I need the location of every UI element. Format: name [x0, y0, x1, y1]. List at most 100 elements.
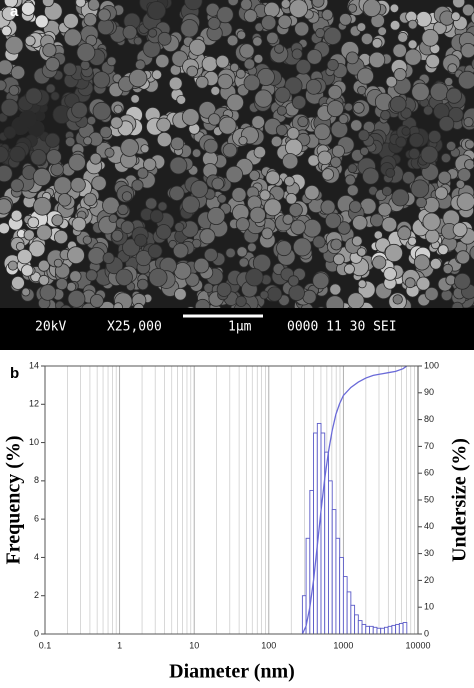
- particle: [32, 167, 52, 187]
- particle: [265, 170, 281, 186]
- particle: [313, 123, 331, 141]
- particle: [317, 306, 325, 308]
- x-tick-label: 1000: [333, 640, 353, 650]
- particle: [307, 154, 320, 167]
- y2-tick-label: 70: [424, 441, 434, 451]
- particle: [57, 193, 72, 207]
- particle: [136, 167, 149, 179]
- particle: [34, 14, 49, 29]
- particle: [222, 143, 238, 158]
- y-axis-label: Frequency (%): [3, 435, 25, 564]
- info-text: 20kV: [35, 320, 66, 335]
- particle: [53, 258, 63, 268]
- particle: [39, 284, 57, 301]
- particle: [217, 73, 234, 90]
- particle: [156, 132, 172, 148]
- particle: [156, 117, 171, 133]
- particle: [67, 289, 86, 308]
- particle: [8, 85, 20, 96]
- bar: [387, 625, 393, 635]
- particle: [337, 221, 351, 235]
- particle: [134, 233, 148, 247]
- particle: [0, 165, 13, 183]
- particle: [83, 13, 98, 27]
- y-tick-label: 14: [29, 360, 39, 370]
- particle: [305, 78, 322, 95]
- particle: [92, 101, 112, 121]
- particle: [294, 21, 310, 37]
- particle: [217, 194, 227, 204]
- particle: [10, 178, 24, 193]
- particle: [425, 229, 440, 244]
- particle: [133, 302, 144, 308]
- particle: [408, 132, 424, 148]
- particle: [71, 101, 88, 119]
- particle: [372, 255, 387, 270]
- particle: [0, 198, 12, 215]
- particle: [83, 136, 93, 146]
- y2-tick-label: 30: [424, 548, 434, 558]
- particle: [201, 55, 218, 72]
- particle: [404, 48, 422, 66]
- particle: [68, 153, 86, 172]
- y2-axis-label: Undersize (%): [449, 438, 471, 562]
- particle: [463, 117, 474, 128]
- particle: [302, 219, 322, 238]
- y2-tick-label: 0: [424, 628, 429, 638]
- particle: [184, 0, 203, 11]
- particle: [347, 3, 358, 13]
- particle: [276, 105, 287, 116]
- particle: [274, 43, 285, 54]
- particle: [456, 250, 471, 265]
- particle: [181, 195, 200, 214]
- particle: [451, 301, 464, 308]
- bar: [391, 624, 397, 635]
- particle: [229, 62, 240, 73]
- particle: [0, 79, 7, 91]
- particle: [0, 146, 9, 163]
- particle: [4, 35, 24, 55]
- particle: [392, 43, 407, 58]
- bar: [398, 623, 404, 635]
- particle: [312, 235, 326, 249]
- info-text: X25,000: [107, 320, 162, 335]
- particle: [226, 93, 245, 112]
- particle: [416, 276, 431, 291]
- particle: [231, 187, 247, 203]
- particle: [45, 83, 56, 94]
- particle: [253, 53, 264, 64]
- particle: [50, 91, 60, 101]
- particle: [215, 54, 230, 69]
- particle: [383, 267, 397, 281]
- particle: [450, 11, 461, 22]
- particle: [425, 53, 441, 69]
- particle: [304, 185, 320, 201]
- particle: [7, 260, 18, 271]
- particle: [440, 289, 453, 302]
- bar: [339, 556, 344, 635]
- particle: [326, 100, 344, 118]
- y-tick-label: 12: [29, 399, 39, 409]
- particle: [235, 217, 250, 232]
- cumulative-line: [301, 365, 408, 635]
- particle: [280, 0, 291, 9]
- particle: [186, 65, 199, 78]
- particle: [1, 6, 17, 21]
- particle: [113, 104, 123, 114]
- particle: [148, 28, 158, 38]
- particle: [324, 212, 342, 229]
- particle: [174, 222, 185, 233]
- particle: [50, 162, 64, 177]
- bar: [324, 451, 329, 635]
- bar: [342, 576, 348, 635]
- particle: [194, 298, 211, 308]
- y2-tick-label: 60: [424, 468, 434, 478]
- particle: [410, 179, 430, 199]
- particle: [362, 0, 381, 17]
- bar: [313, 432, 318, 635]
- particle: [408, 147, 421, 160]
- particle: [239, 43, 255, 59]
- particle: [415, 196, 427, 209]
- bar: [361, 623, 367, 635]
- particle: [0, 98, 19, 117]
